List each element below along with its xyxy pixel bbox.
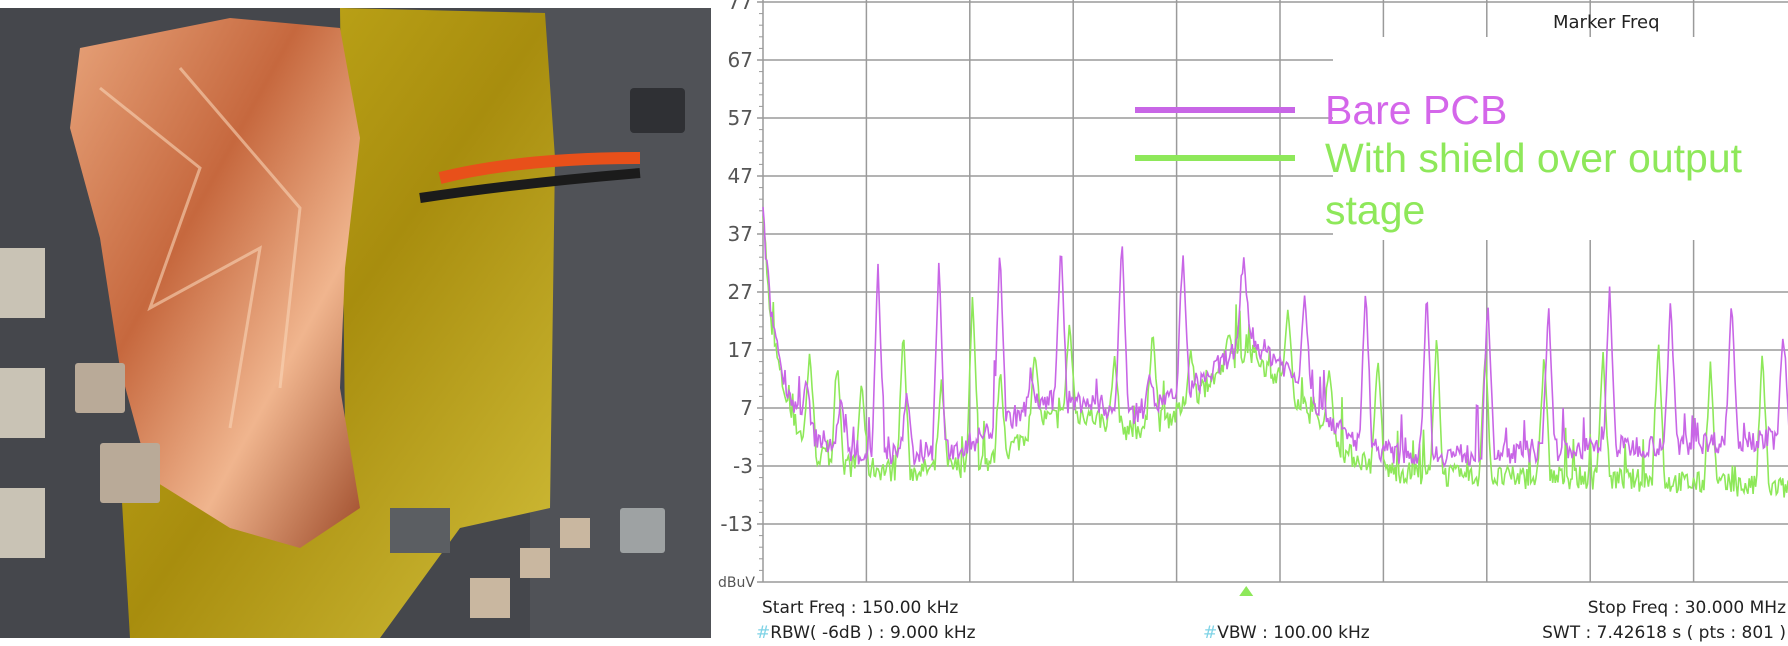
pcb-photo <box>0 8 711 638</box>
vbw-hash: # <box>1203 623 1218 643</box>
trace-with-shield <box>762 216 1788 498</box>
trace-bare-pcb <box>762 206 1788 468</box>
y-tick-label: 47 <box>728 164 753 188</box>
rbw-hash: # <box>756 623 771 643</box>
y-tick-label: 37 <box>728 222 753 246</box>
start-freq: Start Freq : 150.00 kHz <box>762 598 959 618</box>
copper-foil-shield <box>70 18 360 548</box>
marker-freq-header: Marker Freq <box>1553 12 1660 33</box>
legend-box <box>1333 37 1788 240</box>
y-tick-label: 17 <box>728 338 753 362</box>
marker-triangle[interactable] <box>1239 586 1254 596</box>
y-axis: 77 67 57 47 37 27 17 7 -3 -13 dBuV <box>718 0 763 591</box>
stop-freq: Stop Freq : 30.000 MHz <box>1587 598 1786 618</box>
y-tick-label: 67 <box>728 48 753 72</box>
rbw-value: RBW( -6dB ) : 9.000 kHz <box>770 623 976 643</box>
vbw-readout: #VBW : 100.00 kHz <box>1203 623 1370 643</box>
legend-label-bare-pcb: Bare PCB <box>1325 87 1508 133</box>
y-tick-label: -3 <box>733 454 753 478</box>
vbw-value: VBW : 100.00 kHz <box>1217 623 1370 643</box>
swt-readout: SWT : 7.42618 s ( pts : 801 ) <box>1542 623 1786 643</box>
y-tick-label: 57 <box>728 106 753 130</box>
y-tick-label: 77 <box>728 0 753 14</box>
y-axis-unit-label: dBuV <box>718 575 755 591</box>
chart-traces <box>762 206 1788 498</box>
y-tick-label: 7 <box>740 396 753 420</box>
y-tick-label: -13 <box>720 512 753 536</box>
y-tick-label: 27 <box>728 280 753 304</box>
rbw-readout: #RBW( -6dB ) : 9.000 kHz <box>756 623 976 643</box>
legend-label-with-shield: With shield over output stage <box>1325 135 1743 233</box>
chart-grid <box>757 0 1788 583</box>
